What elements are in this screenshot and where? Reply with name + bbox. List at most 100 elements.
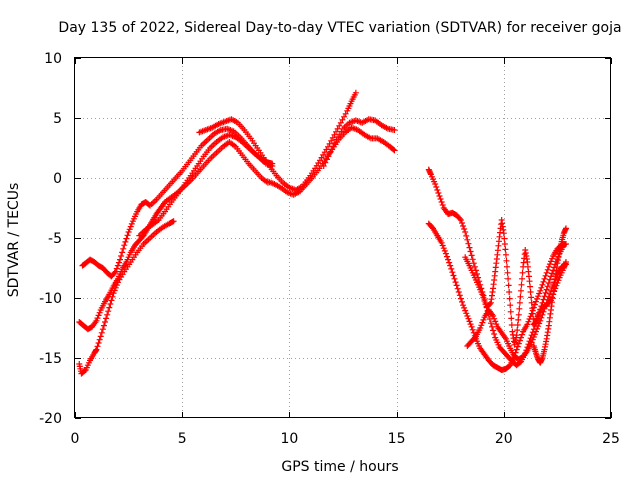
y-tick-label: -20 — [39, 411, 62, 427]
axis-ticks: 0 5 10 15 20 25 -20 -15 -10 -5 0 5 10 — [39, 51, 620, 447]
data-point — [501, 235, 508, 242]
data-point — [546, 276, 553, 283]
data-point — [170, 218, 177, 225]
data-point — [502, 246, 509, 253]
data-point — [474, 271, 480, 277]
data-point — [541, 305, 548, 312]
data-point — [456, 215, 463, 222]
data-point — [534, 295, 541, 302]
data-point — [465, 315, 472, 322]
data-point — [529, 305, 536, 312]
data-point — [93, 346, 100, 353]
data-point — [515, 316, 522, 323]
data-point — [128, 220, 135, 227]
data-point — [534, 325, 541, 332]
data-point — [458, 220, 465, 226]
data-point — [516, 305, 523, 312]
data-point — [322, 159, 329, 166]
data-point — [469, 256, 476, 263]
data-point — [541, 275, 548, 282]
data-point — [545, 293, 552, 300]
data-point — [121, 242, 128, 249]
data-point — [464, 313, 471, 319]
data-point — [506, 289, 513, 295]
data-point — [448, 265, 455, 272]
data-point — [458, 298, 465, 305]
data-point — [457, 217, 464, 223]
data-point — [517, 287, 524, 294]
data-point — [527, 289, 534, 295]
data-point — [455, 289, 462, 295]
data-point — [562, 225, 569, 232]
data-point — [543, 269, 550, 276]
data-point — [95, 340, 102, 346]
data-point — [95, 312, 102, 319]
data-point — [119, 249, 126, 256]
data-point — [500, 230, 507, 237]
data-point — [439, 242, 446, 249]
data-point — [450, 272, 457, 279]
data-point — [536, 320, 543, 327]
data-point — [525, 318, 532, 325]
chart-title: Day 135 of 2022, Sidereal Day-to-day VTE… — [58, 20, 621, 36]
data-point — [508, 315, 515, 322]
data-point — [546, 261, 553, 268]
data-point — [538, 284, 545, 291]
data-point — [328, 146, 335, 153]
data-point — [518, 281, 525, 288]
data-point — [532, 328, 539, 335]
data-point — [487, 320, 494, 327]
data-point — [102, 319, 109, 325]
data-point — [505, 282, 512, 289]
data-point — [438, 199, 445, 205]
data-point — [490, 327, 497, 334]
data-point — [464, 236, 471, 243]
data-point — [540, 278, 547, 285]
data-point — [466, 244, 473, 251]
data-point — [468, 252, 475, 259]
data-point — [491, 315, 498, 322]
data-point — [108, 297, 115, 304]
data-point — [462, 307, 469, 314]
data-point — [269, 160, 276, 167]
x-tick-label: 15 — [388, 431, 406, 447]
data-point — [390, 146, 397, 153]
data-point — [528, 294, 535, 301]
data-point — [432, 181, 439, 187]
data-point — [490, 313, 497, 319]
data-point — [114, 262, 121, 269]
data-point — [513, 332, 520, 339]
data-series — [320, 116, 398, 169]
data-point — [515, 340, 522, 347]
data-point — [528, 339, 535, 346]
data-point — [470, 260, 477, 267]
data-point — [506, 295, 513, 302]
data-point — [112, 268, 119, 275]
data-point — [118, 253, 125, 259]
data-point — [531, 331, 538, 338]
data-point — [516, 299, 523, 306]
data-point — [542, 272, 549, 279]
data-point — [461, 304, 468, 311]
data-point — [463, 310, 470, 317]
data-point — [451, 275, 458, 282]
data-point — [452, 279, 459, 286]
data-point — [537, 317, 544, 324]
data-point — [126, 226, 133, 233]
data-point — [100, 322, 107, 329]
data-point — [105, 308, 112, 315]
data-point — [471, 334, 478, 341]
data-point — [461, 226, 468, 232]
data-point — [446, 259, 453, 266]
data-series — [462, 217, 569, 348]
data-point — [539, 281, 546, 288]
data-point — [502, 251, 509, 258]
data-point — [457, 295, 464, 302]
data-point — [445, 256, 452, 263]
y-tick-label: 10 — [44, 51, 62, 67]
data-point — [330, 143, 337, 150]
data-point — [507, 308, 514, 315]
data-point — [107, 301, 114, 307]
data-point — [96, 336, 103, 343]
data-point — [438, 239, 445, 246]
